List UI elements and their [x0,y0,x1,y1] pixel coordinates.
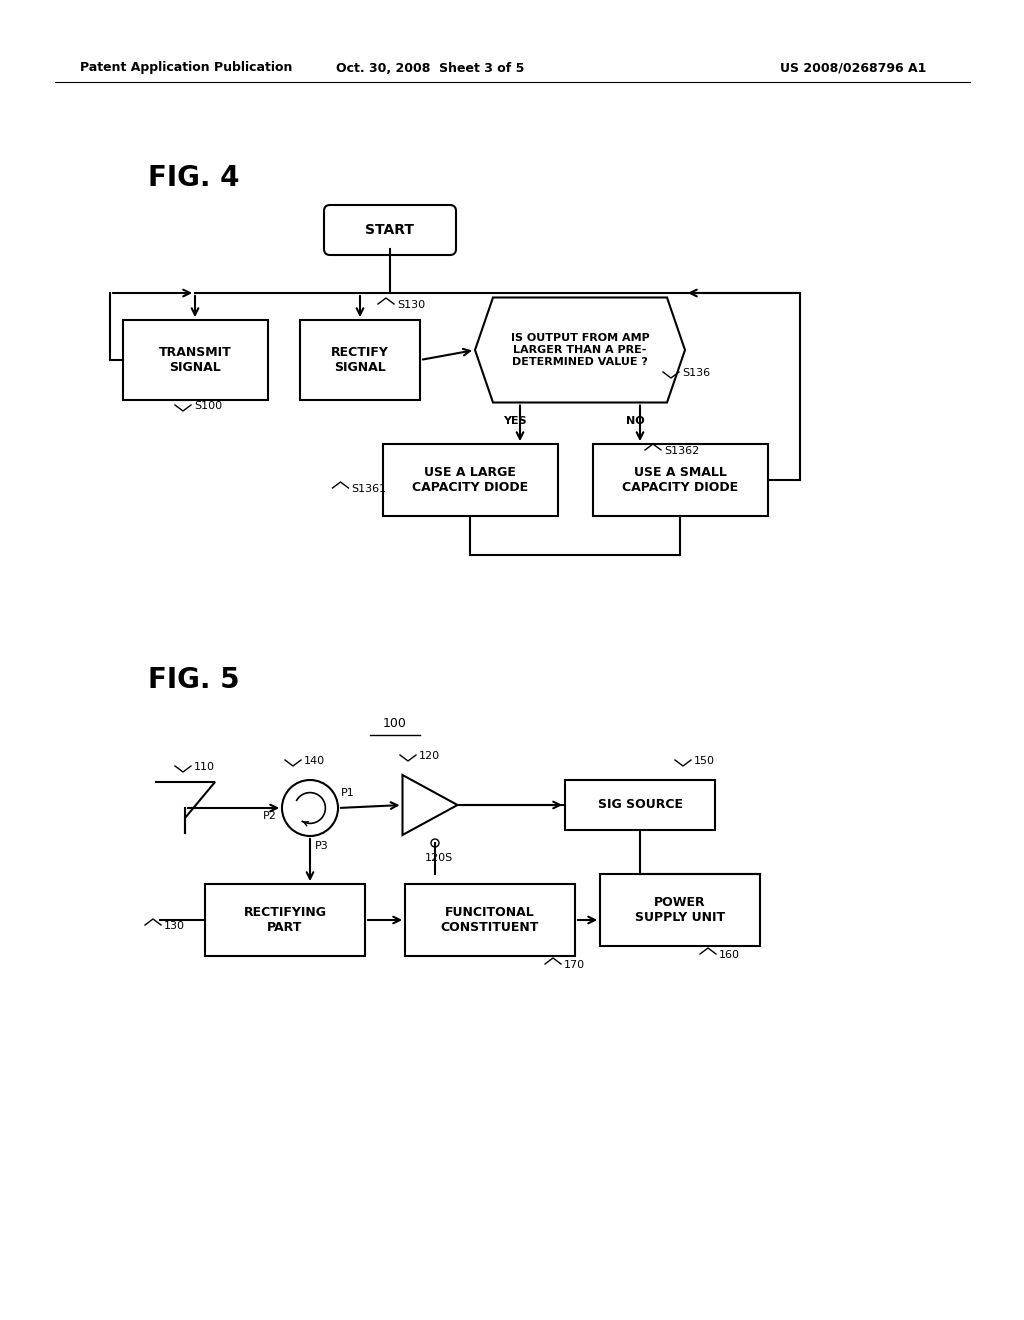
Text: S100: S100 [194,401,222,411]
FancyBboxPatch shape [565,780,715,830]
Text: TRANSMIT
SIGNAL: TRANSMIT SIGNAL [159,346,231,374]
Text: RECTIFYING
PART: RECTIFYING PART [244,906,327,935]
Circle shape [431,840,439,847]
Text: SIG SOURCE: SIG SOURCE [597,799,683,812]
Text: P3: P3 [315,841,329,851]
Text: 150: 150 [694,756,715,766]
Text: 140: 140 [304,756,326,766]
FancyBboxPatch shape [406,884,575,956]
Text: S1361: S1361 [351,484,387,494]
Text: P1: P1 [341,788,354,799]
Text: 120S: 120S [425,853,454,863]
Text: S136: S136 [682,368,710,378]
Text: FIG. 5: FIG. 5 [148,667,240,694]
Text: RECTIFY
SIGNAL: RECTIFY SIGNAL [331,346,389,374]
Text: 160: 160 [719,950,740,960]
FancyBboxPatch shape [205,884,365,956]
Text: 100: 100 [383,717,407,730]
FancyBboxPatch shape [300,319,420,400]
Text: FUNCITONAL
CONSTITUENT: FUNCITONAL CONSTITUENT [440,906,540,935]
Text: NO: NO [626,417,644,426]
Text: POWER
SUPPLY UNIT: POWER SUPPLY UNIT [635,896,725,924]
Text: 120: 120 [419,751,440,762]
Text: START: START [366,223,415,238]
Polygon shape [402,775,458,836]
Text: 110: 110 [194,762,215,772]
Text: Oct. 30, 2008  Sheet 3 of 5: Oct. 30, 2008 Sheet 3 of 5 [336,62,524,74]
Text: P2: P2 [263,810,278,821]
FancyBboxPatch shape [324,205,456,255]
Text: S1362: S1362 [664,446,699,455]
FancyBboxPatch shape [123,319,267,400]
Text: USE A SMALL
CAPACITY DIODE: USE A SMALL CAPACITY DIODE [622,466,738,494]
Circle shape [282,780,338,836]
Text: 170: 170 [564,960,585,970]
Text: YES: YES [503,417,526,426]
Text: FIG. 4: FIG. 4 [148,164,240,191]
Text: 130: 130 [164,921,185,931]
Text: US 2008/0268796 A1: US 2008/0268796 A1 [780,62,927,74]
Text: S130: S130 [397,300,425,310]
Text: IS OUTPUT FROM AMP
LARGER THAN A PRE-
DETERMINED VALUE ?: IS OUTPUT FROM AMP LARGER THAN A PRE- DE… [511,334,649,367]
Text: USE A LARGE
CAPACITY DIODE: USE A LARGE CAPACITY DIODE [412,466,528,494]
FancyBboxPatch shape [593,444,768,516]
Text: Patent Application Publication: Patent Application Publication [80,62,293,74]
FancyBboxPatch shape [383,444,557,516]
FancyBboxPatch shape [600,874,760,946]
Polygon shape [475,297,685,403]
